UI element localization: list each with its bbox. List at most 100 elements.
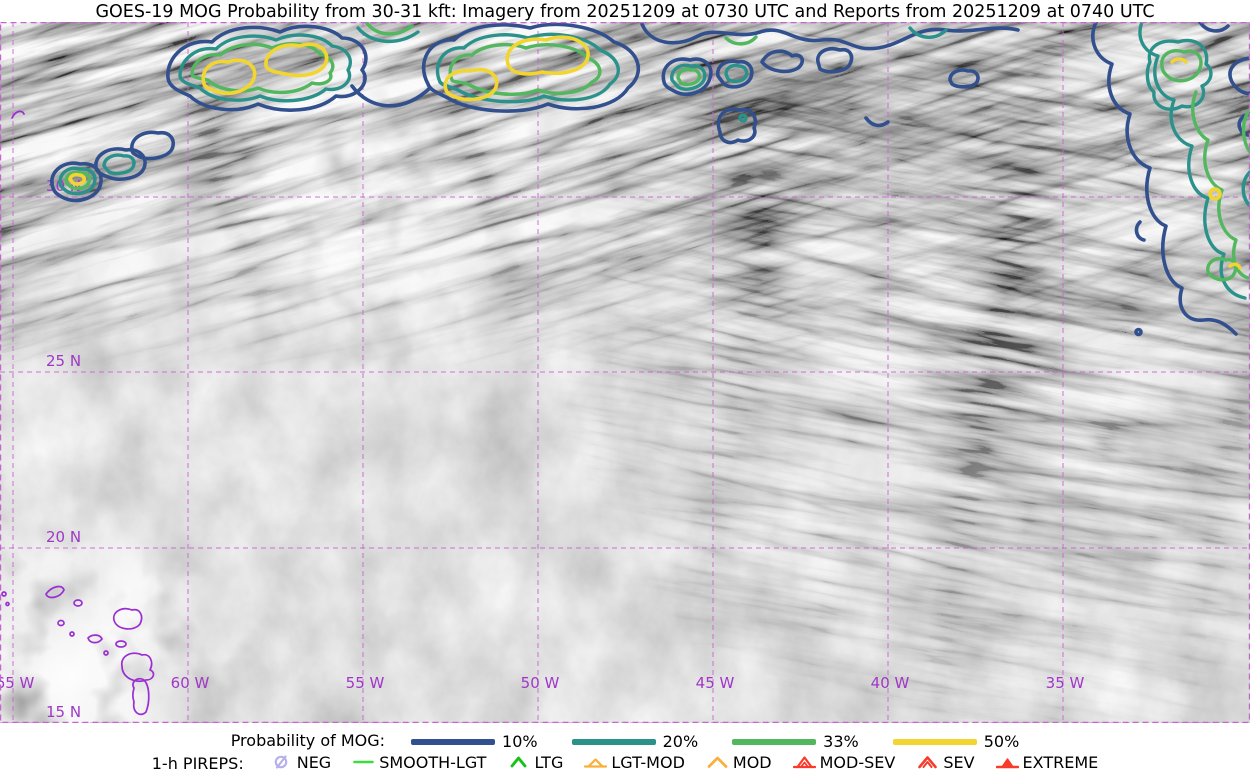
mog-contour-33% — [364, 22, 414, 36]
mog-contour-10% — [1134, 220, 1146, 242]
mog-contour-50% — [201, 58, 257, 95]
latlon-grid — [0, 22, 1250, 723]
grid-label-lat: 25 N — [46, 352, 81, 370]
mog-contour-20% — [738, 113, 748, 123]
satellite-map: 65 W 60 W 55 W 50 W 45 W 40 W 35 W30 N25 N20 N… — [0, 22, 1250, 723]
mog-contour-10% — [715, 59, 754, 89]
pireps-legend-label: 1-h PIREPS: — [151, 754, 244, 773]
mog-contour-20% — [908, 26, 948, 39]
grid-label-lon: 55 W — [346, 674, 385, 692]
mog-contour-10% — [948, 68, 980, 89]
coastline — [112, 607, 143, 630]
mog-contour-10% — [166, 24, 368, 112]
mog-contour-20% — [1241, 170, 1250, 208]
pirep-legend-item: EXTREME — [995, 752, 1099, 772]
mog-contour-10% — [350, 84, 432, 108]
mog-line-swatch — [892, 738, 977, 745]
pirep-legend-item: SEV — [916, 752, 975, 772]
map-border — [0, 22, 1250, 723]
mog-contour-20% — [724, 63, 749, 84]
mog-contour-10% — [1228, 56, 1250, 96]
grid-label-lon: 50 W — [521, 674, 560, 692]
pirep-legend-item: MOD — [706, 753, 772, 772]
mog-contour-33% — [448, 42, 602, 96]
mog-contour-33% — [190, 42, 335, 95]
mog-percent-label: 10% — [502, 732, 538, 752]
mog-contour-33% — [1160, 49, 1203, 83]
grid-label-lon: 45 W — [696, 674, 735, 692]
pirep-legend-item: NEG — [270, 753, 331, 772]
mog-line-swatch — [571, 738, 656, 745]
mog-contour-33% — [724, 35, 758, 46]
mog-percent-label: 20% — [662, 732, 699, 752]
pirep-legend-item: SMOOTH-LGT — [352, 753, 486, 772]
neg-circle-slash-icon — [274, 755, 288, 769]
grid-label-lat: 20 N — [46, 528, 81, 546]
coastline — [115, 640, 127, 648]
mog-contour-10% — [661, 57, 713, 97]
mog-contour-20% — [670, 63, 707, 91]
pirep-legend-item: LGT-MOD — [584, 753, 685, 772]
pireps-legend-row: 1-h PIREPS: NEG SMOOTH-LGT LTG LGT-MOD MOD MO… — [0, 752, 1250, 775]
mog-contour-10% — [1198, 22, 1230, 33]
grid-label-lon: 35 W — [1046, 674, 1085, 692]
grid-label-lon: 60 W — [171, 674, 210, 692]
mog-contour-10% — [1134, 327, 1143, 337]
mog-contour-50% — [1228, 262, 1242, 270]
mog-legend-item: 20% — [571, 732, 699, 752]
mog-contour-10% — [94, 147, 147, 181]
mog-contour-20% — [435, 32, 620, 104]
mog-contour-50% — [68, 172, 87, 186]
coastline — [5, 601, 10, 607]
mog-line-swatch — [732, 738, 817, 745]
mog-legend-row: Probability of MOG: 10% 20% 33% 50% — [0, 729, 1250, 752]
mog-contour-20% — [102, 153, 136, 176]
pireps-legend-items: NEG SMOOTH-LGT LTG LGT-MOD MOD MOD-SEV SEV EXTR… — [270, 752, 1099, 775]
grid-label-lat: 15 N — [46, 703, 81, 721]
mog-contour-50% — [1170, 57, 1188, 64]
mog-contour-10% — [50, 161, 103, 203]
triangle-filled-base-icon — [995, 758, 1019, 769]
mog-contour-20% — [58, 166, 97, 196]
mog-contour-50% — [443, 68, 499, 102]
pirep-category-label: EXTREME — [1022, 752, 1099, 772]
pirep-category-label: MOD-SEV — [819, 752, 896, 772]
coastline — [45, 585, 65, 599]
pirep-category-label: LTG — [534, 752, 564, 772]
pirep-category-label: MOD — [732, 752, 772, 772]
grid-label-lon: 40 W — [871, 674, 910, 692]
pirep-category-label: NEG — [296, 752, 332, 772]
mog-percent-label: 50% — [983, 732, 1020, 752]
mog-percent-label: 33% — [823, 732, 859, 752]
mog-line-swatch — [411, 738, 496, 745]
mog-contour-10% — [130, 130, 175, 161]
pirep-category-label: LGT-MOD — [611, 752, 685, 772]
mog-contour-50% — [505, 35, 590, 76]
caret-small-icon — [511, 756, 527, 768]
triangle-caret-base-icon — [792, 756, 816, 769]
coastline — [57, 619, 65, 627]
coastline — [87, 634, 103, 644]
mog-contour-33% — [676, 67, 702, 87]
double-caret-icon — [918, 756, 938, 769]
mog-contour-10% — [1091, 22, 1238, 336]
mog-probability-contours — [50, 22, 1250, 337]
coastline — [73, 599, 83, 607]
mog-legend-item: 33% — [732, 732, 859, 751]
mog-contour-20% — [1145, 38, 1213, 111]
mog-contour-10% — [716, 107, 757, 145]
mog-contour-50% — [264, 42, 329, 78]
triangle-open-base-icon — [584, 758, 608, 768]
mog-contour-10% — [760, 49, 805, 74]
mog-legend-label: Probability of MOG: — [230, 731, 386, 750]
pirep-legend-item: LTG — [507, 753, 563, 772]
mog-legend-item: 50% — [892, 732, 1020, 752]
mog-contour-20% — [178, 33, 352, 103]
mog-legend-item: 10% — [411, 732, 538, 751]
grid-label-lon: 65 W — [0, 674, 35, 692]
coastlines — [1, 110, 155, 716]
mog-contour-20% — [1138, 22, 1247, 300]
mog-contour-20% — [356, 26, 420, 44]
pirep-category-label: SEV — [943, 752, 975, 772]
